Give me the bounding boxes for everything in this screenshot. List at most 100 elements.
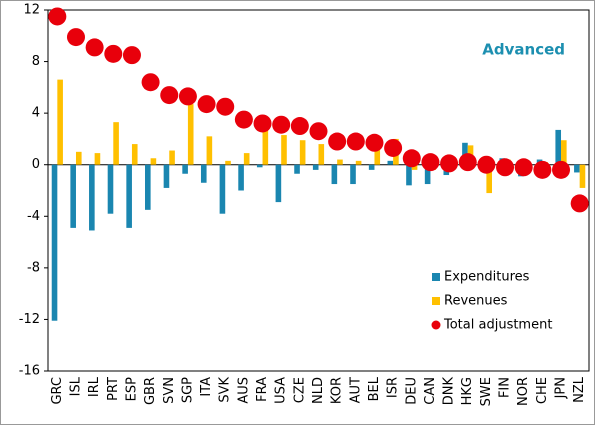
x-tick-label: SWE	[479, 377, 494, 406]
x-tick-label: ISL	[68, 376, 83, 396]
x-tick-label: NLD	[311, 377, 326, 404]
x-tick-label: BEL	[367, 376, 382, 401]
bar	[424, 164, 431, 185]
dot	[253, 114, 272, 133]
x-tick-label: CHE	[535, 377, 550, 404]
dot	[178, 87, 197, 106]
dot	[346, 132, 365, 151]
bar	[238, 164, 244, 191]
bar	[243, 153, 250, 165]
bar	[318, 144, 325, 165]
bar	[355, 160, 362, 165]
dot	[66, 28, 85, 47]
x-tick-label: SVK	[218, 377, 233, 403]
dot	[365, 133, 384, 152]
dot	[384, 138, 403, 157]
bar	[113, 122, 119, 165]
bar	[145, 164, 151, 210]
bar	[150, 158, 157, 165]
bar	[57, 79, 63, 165]
bar	[187, 104, 194, 165]
bar	[256, 164, 263, 168]
dot	[160, 86, 179, 105]
dot	[234, 110, 253, 129]
bar	[107, 164, 114, 214]
legend-marker	[432, 273, 440, 281]
y-tick-label: -16	[19, 364, 40, 379]
dot	[85, 38, 104, 57]
bar	[131, 144, 138, 165]
dot	[477, 155, 496, 174]
dot	[309, 122, 328, 141]
bar	[200, 164, 207, 183]
bar	[574, 164, 580, 173]
y-tick-label: -4	[27, 209, 40, 224]
dot	[440, 154, 459, 173]
legend-label: Expenditures	[444, 270, 530, 285]
x-tick-label: HKG	[460, 377, 475, 405]
dot	[197, 95, 216, 114]
x-tick-label: KOR	[330, 377, 345, 404]
x-tick-label: NOR	[516, 377, 531, 406]
y-tick-label: 4	[32, 106, 40, 121]
y-tick-label: 8	[32, 54, 40, 69]
bar	[262, 126, 269, 165]
bar	[312, 164, 319, 170]
dot	[458, 153, 477, 172]
x-tick-label: PRT	[106, 377, 121, 401]
bar	[275, 164, 282, 203]
bar	[374, 147, 381, 165]
bar	[331, 164, 338, 185]
bar	[350, 164, 356, 185]
bar	[89, 164, 95, 231]
x-tick-label: CZE	[292, 377, 307, 403]
dot	[328, 132, 347, 151]
bar	[182, 164, 188, 174]
bar	[126, 164, 132, 228]
bar	[219, 164, 226, 214]
bar	[486, 164, 492, 194]
bar	[337, 159, 343, 165]
x-tick-label: ITA	[199, 377, 214, 397]
dot	[514, 158, 533, 177]
x-tick-label: AUS	[236, 377, 251, 404]
bar	[163, 164, 170, 188]
bar	[579, 164, 586, 188]
chart-title: Advanced	[482, 41, 565, 59]
bar	[225, 160, 231, 165]
x-tick-label: ESP	[124, 377, 139, 401]
x-tick-label: GRC	[50, 377, 65, 405]
legend-label: Total adjustment	[443, 318, 552, 333]
dot	[552, 160, 571, 179]
bar	[169, 150, 175, 165]
x-tick-label: JPN	[554, 377, 569, 399]
dot	[122, 46, 141, 65]
dot	[402, 149, 421, 168]
bar	[561, 140, 567, 165]
x-tick-label: CAN	[423, 377, 438, 405]
dot	[533, 160, 552, 179]
x-tick-label: FRA	[255, 377, 270, 402]
dot	[48, 7, 67, 26]
bar	[75, 151, 82, 165]
dot	[141, 73, 160, 92]
bar	[555, 129, 562, 165]
bar	[406, 164, 412, 186]
y-tick-label: 12	[23, 3, 40, 18]
bar	[51, 164, 58, 321]
x-tick-label: IRL	[87, 376, 102, 397]
bar	[411, 164, 418, 170]
bar	[281, 135, 287, 165]
bar	[387, 160, 394, 165]
dot	[421, 153, 440, 172]
x-tick-label: AUT	[348, 377, 363, 403]
x-tick-label: SGP	[180, 377, 195, 403]
legend-label: Revenues	[444, 294, 508, 309]
bar	[294, 164, 300, 174]
x-tick-label: SVN	[162, 377, 177, 404]
legend-marker	[432, 297, 440, 305]
plot-frame	[47, 9, 590, 372]
y-tick-label: -12	[19, 312, 40, 327]
